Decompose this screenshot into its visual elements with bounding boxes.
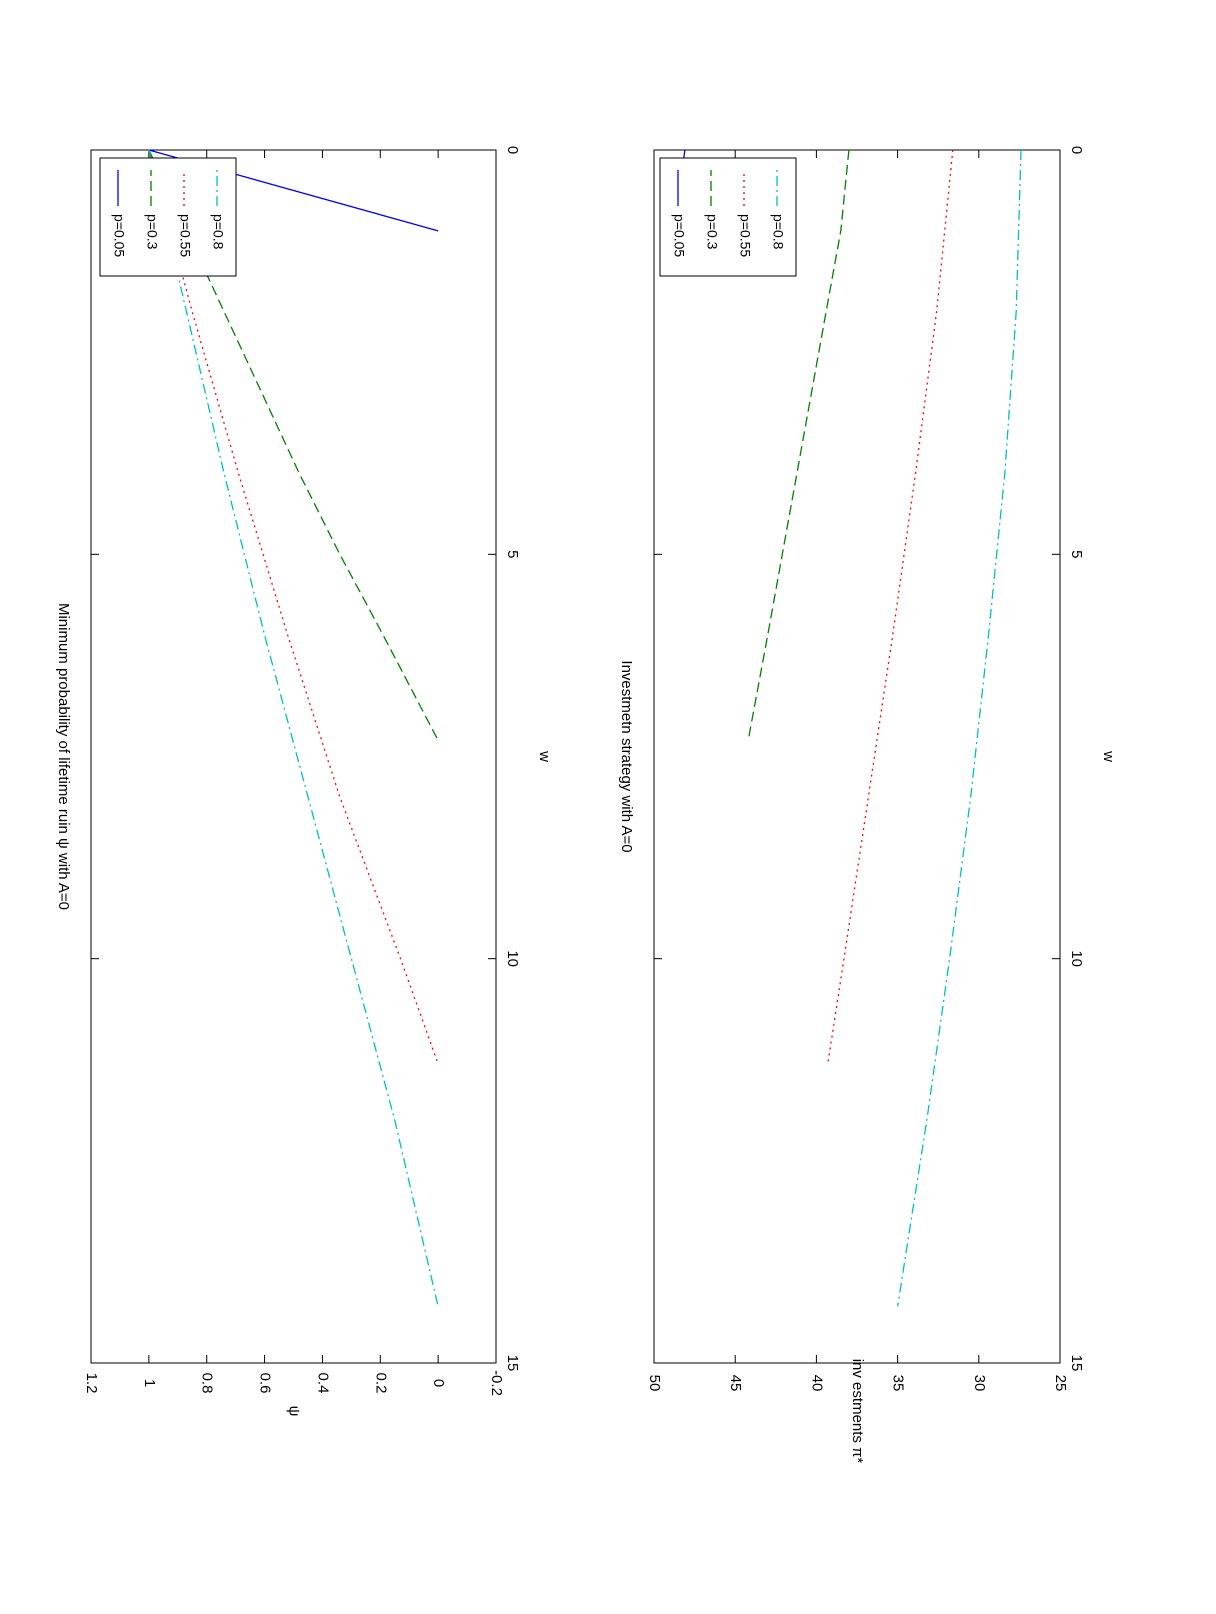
series-line-p-0-3	[747, 149, 850, 741]
legend-label: p=0.8	[770, 214, 786, 250]
series-line-p-0-8	[148, 149, 439, 1307]
y-tick-label: 40	[808, 1375, 825, 1392]
x-tick-label: 10	[1068, 950, 1085, 967]
y-axis-label: ψ	[286, 1406, 303, 1417]
y-tick-label: 0	[430, 1379, 447, 1387]
legend-box	[659, 157, 797, 277]
y-tick-label: 0.4	[314, 1373, 331, 1394]
series-line-p-0-8	[896, 149, 1022, 1307]
x-tick-label: 5	[504, 550, 521, 558]
y-tick-label: 35	[890, 1375, 907, 1392]
legend-label: p=0.05	[111, 214, 127, 257]
y-tick-label: 30	[971, 1375, 988, 1392]
x-axis-label: w	[536, 750, 553, 762]
legend-label: p=0.55	[737, 214, 753, 257]
y-tick-label: 50	[646, 1375, 663, 1392]
y-tick-label: 25	[1052, 1375, 1069, 1392]
legend-label: p=0.3	[704, 214, 720, 250]
x-tick-label: 0	[504, 146, 521, 154]
x-tick-label: 15	[504, 1355, 521, 1372]
legend-label: p=0.55	[177, 214, 193, 257]
legend-label: p=0.05	[671, 214, 687, 257]
x-axis-label: w	[1100, 750, 1117, 762]
chart-title: Investmetn strategy with A=0	[618, 660, 635, 852]
y-tick-label: 1.2	[83, 1373, 100, 1394]
y-axis-label: inv estments π*	[849, 1359, 866, 1464]
plot-frame	[90, 149, 497, 1364]
x-tick-label: 15	[1068, 1355, 1085, 1372]
x-tick-label: 0	[1068, 146, 1085, 154]
y-tick-label: 0.2	[372, 1373, 389, 1394]
legend-label: p=0.3	[144, 214, 160, 250]
y-tick-label: -0.2	[488, 1370, 505, 1396]
plot-frame	[653, 149, 1061, 1364]
legend: p=0.05 p=0.3 p=0.55 p=0.8	[99, 157, 237, 277]
y-tick-label: 45	[727, 1375, 744, 1392]
legend: p=0.05 p=0.3 p=0.55 p=0.8	[659, 157, 797, 277]
series-line-p-0-55	[827, 149, 954, 1064]
chart-title: Minimum probability of lifetime ruin ψ w…	[55, 603, 72, 910]
x-tick-label: 10	[504, 950, 521, 967]
legend-box	[99, 157, 237, 277]
x-tick-label: 5	[1068, 550, 1085, 558]
chart-1: 0 5 10 15-0.2 0 0.2 0.4 0.6 0.8 1 1.2 Minimum proba…	[55, 146, 553, 1417]
chart-2: 0 5 10 15 25 30 35 40 45 50 Investmetn strategy wi…	[618, 146, 1117, 1464]
y-tick-label: 1	[141, 1379, 158, 1387]
y-tick-label: 0.6	[257, 1373, 274, 1394]
legend-label: p=0.8	[210, 214, 226, 250]
y-tick-label: 0.8	[199, 1373, 216, 1394]
series-line-p-0-55	[148, 149, 439, 1065]
